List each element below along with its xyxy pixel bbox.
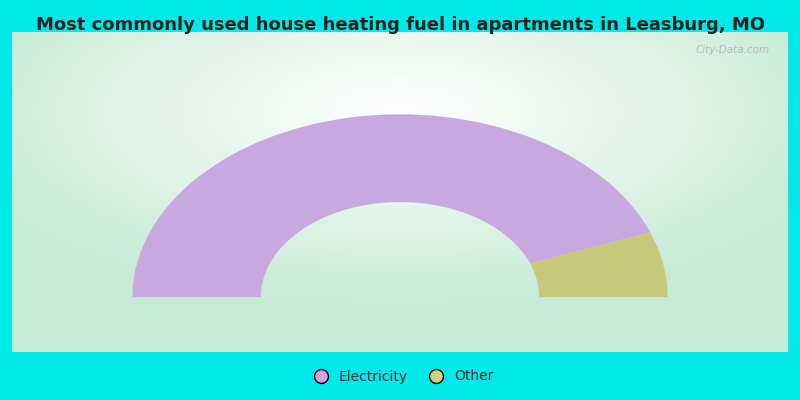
Text: Most commonly used house heating fuel in apartments in Leasburg, MO: Most commonly used house heating fuel in…	[35, 16, 765, 34]
Legend: Electricity, Other: Electricity, Other	[302, 364, 498, 389]
Wedge shape	[530, 232, 667, 297]
Wedge shape	[133, 114, 650, 297]
Text: City-Data.com: City-Data.com	[695, 45, 770, 55]
